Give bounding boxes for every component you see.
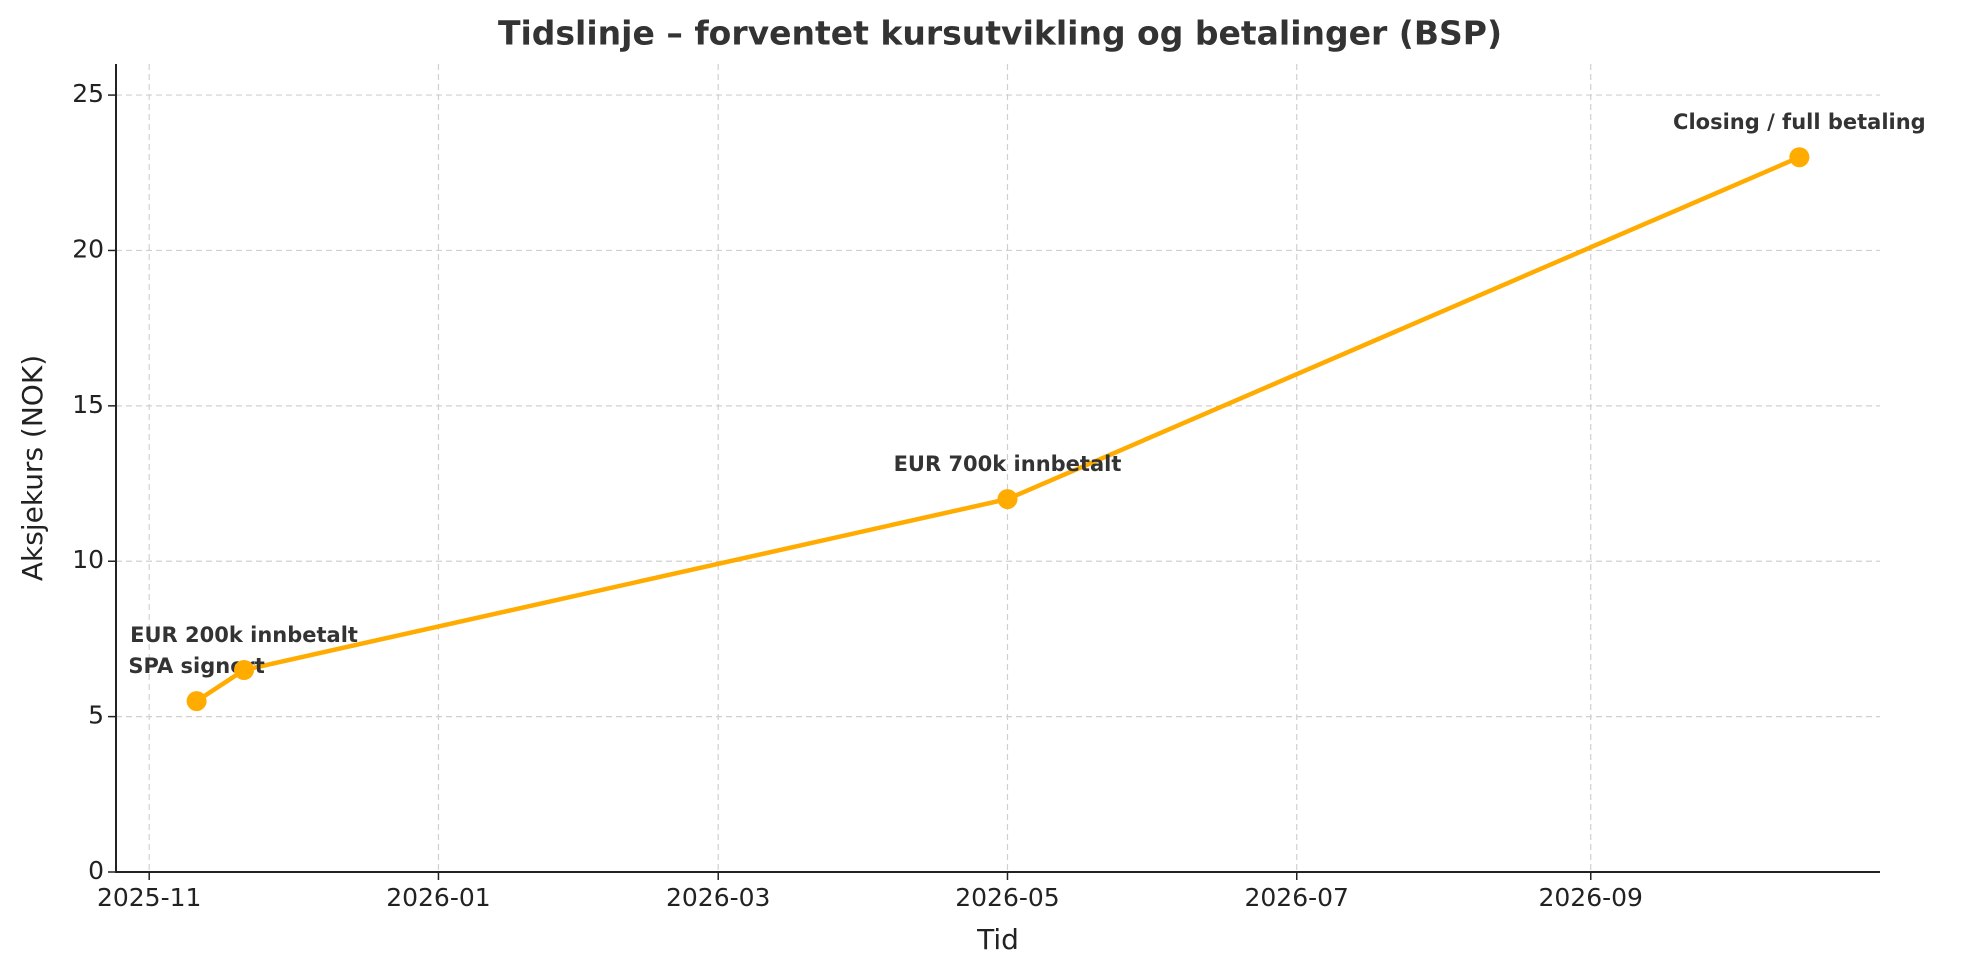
data-point <box>997 489 1018 510</box>
x-tick-label: 2025-11 <box>97 883 201 912</box>
x-tick-label: 2026-01 <box>386 883 490 912</box>
y-tick-label: 10 <box>72 545 104 574</box>
data-point <box>1789 147 1810 168</box>
x-tick-label: 2026-07 <box>1245 883 1349 912</box>
axis-spine <box>115 64 1880 873</box>
y-tick-label: 25 <box>72 79 104 108</box>
x-tick-label: 2026-03 <box>666 883 770 912</box>
annotation: EUR 200k innbetalt <box>130 623 358 647</box>
annotation: EUR 700k innbetalt <box>894 452 1122 476</box>
x-tick-label: 2026-09 <box>1539 883 1643 912</box>
data-point <box>234 660 255 680</box>
x-axis-label: Tid <box>976 923 1019 956</box>
y-tick-label: 0 <box>88 856 104 885</box>
chart-title: Tidslinje – forventet kursutvikling og b… <box>498 14 1502 53</box>
y-tick-label: 15 <box>72 390 104 419</box>
data-point <box>186 691 207 712</box>
y-tick-label: 5 <box>88 701 104 730</box>
y-axis-label: Aksjekurs (NOK) <box>16 355 49 581</box>
x-tick-label: 2026-05 <box>955 883 1059 912</box>
data-line <box>195 155 1801 703</box>
annotation: Closing / full betaling <box>1673 110 1926 134</box>
y-tick-label: 20 <box>72 234 104 263</box>
